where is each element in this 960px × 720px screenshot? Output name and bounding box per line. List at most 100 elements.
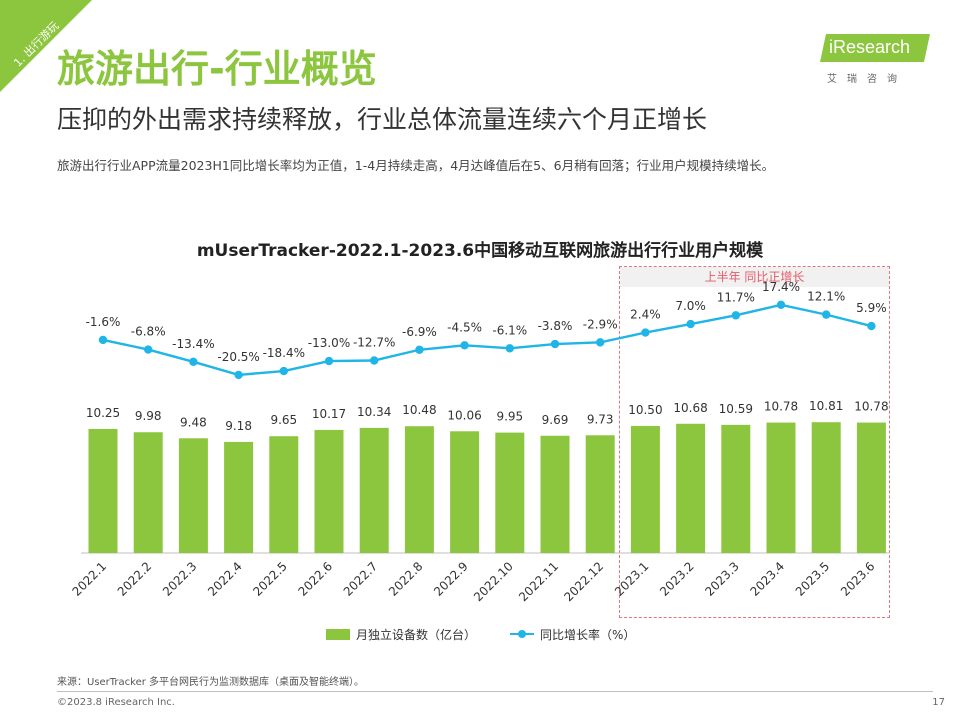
bar-2023.5 xyxy=(811,422,841,553)
summary-text: 旅游出行行业APP流量2023H1同比增长率均为正值，1-4月持续走高，4月达峰… xyxy=(57,158,775,173)
x-tick-label: 2022.3 xyxy=(160,559,200,599)
x-tick-label: 2022.6 xyxy=(296,559,336,599)
growth-point xyxy=(234,370,243,380)
x-tick-label: 2022.2 xyxy=(115,559,155,599)
copyright: ©2023.8 iResearch Inc. xyxy=(57,697,175,708)
page-title: 旅游出行-行业概览 xyxy=(57,47,377,91)
footer-divider xyxy=(57,691,933,692)
growth-label: 2.4% xyxy=(630,308,661,322)
bar-label: 9.98 xyxy=(135,409,162,423)
legend-line-swatch xyxy=(510,630,534,638)
bar-label: 10.59 xyxy=(719,402,753,416)
growth-label: -6.1% xyxy=(492,323,527,337)
bar-label: 10.25 xyxy=(86,406,120,420)
x-tick-label: 2023.5 xyxy=(793,559,833,599)
growth-point xyxy=(822,310,831,319)
bar-label: 9.48 xyxy=(180,415,207,429)
x-tick-label: 2022.5 xyxy=(250,559,290,599)
growth-point xyxy=(370,356,379,365)
growth-label: 7.0% xyxy=(675,299,706,313)
growth-point xyxy=(98,335,108,345)
growth-point xyxy=(867,321,876,331)
x-tick-label: 2023.2 xyxy=(657,559,697,599)
growth-label: -1.6% xyxy=(86,315,121,329)
x-tick-label: 2022.4 xyxy=(205,559,245,599)
growth-point xyxy=(460,341,469,350)
bar-label: 10.17 xyxy=(312,407,346,421)
bar-2022.8 xyxy=(404,426,434,553)
logo-word: iResearch xyxy=(829,37,911,57)
x-tick-label: 2022.8 xyxy=(386,559,426,599)
bar-2023.1 xyxy=(630,425,660,553)
bar-label: 10.81 xyxy=(809,399,843,413)
x-tick-label: 2022.1 xyxy=(70,559,110,599)
growth-point xyxy=(641,328,650,337)
growth-label: -18.4% xyxy=(263,346,305,360)
growth-point xyxy=(189,357,198,366)
x-tick-label: 2022.11 xyxy=(516,559,561,604)
bar-label: 10.50 xyxy=(628,403,662,417)
growth-line xyxy=(102,303,872,377)
x-tick-label: 2022.9 xyxy=(431,559,471,599)
bar-label: 9.69 xyxy=(542,413,569,427)
x-tick-label: 2022.12 xyxy=(561,559,606,604)
growth-label: -4.5% xyxy=(447,320,482,334)
x-tick-label: 2023.3 xyxy=(702,559,742,599)
growth-label: 5.9% xyxy=(856,301,887,315)
bar-2023.3 xyxy=(721,424,751,553)
bar-2022.4 xyxy=(224,441,254,553)
bar-label: 10.06 xyxy=(447,408,481,422)
h1-highlight-box xyxy=(619,266,890,618)
page-number: 17 xyxy=(932,697,945,708)
bar-2023.4 xyxy=(766,422,796,553)
growth-label: -12.7% xyxy=(353,335,395,349)
bar-label: 9.73 xyxy=(587,412,614,426)
growth-label: -3.8% xyxy=(538,319,573,333)
growth-point xyxy=(415,345,424,354)
bar-label: 9.18 xyxy=(225,419,252,433)
growth-label: -13.0% xyxy=(308,336,350,350)
bar-2022.1 xyxy=(88,428,118,553)
growth-point xyxy=(279,366,288,376)
x-tick-label: 2023.6 xyxy=(838,559,878,599)
growth-label: 17.4% xyxy=(762,280,800,294)
growth-point xyxy=(550,339,560,349)
x-tick-label: 2022.7 xyxy=(341,559,381,599)
growth-label: -20.5% xyxy=(217,350,259,364)
bar-2022.3 xyxy=(178,438,208,553)
h1-annotation: 上半年 同比正增长 xyxy=(620,267,889,287)
bar-2022.11 xyxy=(540,435,570,553)
bar-2022.2 xyxy=(133,432,163,553)
x-tick-label: 2022.10 xyxy=(471,559,516,604)
growth-point xyxy=(505,344,514,353)
bar-label: 10.78 xyxy=(764,400,798,414)
growth-point xyxy=(144,345,153,354)
growth-label: -2.9% xyxy=(583,317,618,331)
growth-label: -13.4% xyxy=(172,337,214,351)
growth-label: 12.1% xyxy=(807,290,845,304)
bar-2022.6 xyxy=(314,429,344,553)
growth-point xyxy=(324,356,334,366)
bar-2023.6 xyxy=(856,422,886,553)
legend-bar-swatch xyxy=(326,628,350,640)
legend-line: 同比增长率（%） xyxy=(510,626,635,642)
bar-label: 10.34 xyxy=(357,405,391,419)
x-tick-label: 2023.4 xyxy=(748,559,788,599)
chart-title: mUserTracker-2022.1-2023.6中国移动互联网旅游出行行业用… xyxy=(196,241,764,261)
growth-point xyxy=(596,338,605,347)
growth-point xyxy=(776,300,786,310)
bar-2023.2 xyxy=(676,423,706,553)
bar-label: 9.65 xyxy=(270,413,297,427)
growth-label: 11.7% xyxy=(717,290,755,304)
source-note: 来源：UserTracker 多平台网民行为监测数据库（桌面及智能终端）。 xyxy=(57,677,365,688)
bar-label: 10.68 xyxy=(673,401,707,415)
bar-label: 10.78 xyxy=(854,400,888,414)
bar-2022.9 xyxy=(450,431,480,553)
bar-2022.5 xyxy=(269,436,299,553)
growth-label: -6.8% xyxy=(131,325,166,339)
legend-line-label: 同比增长率（%） xyxy=(540,627,636,642)
growth-point xyxy=(731,311,740,320)
bar-label: 10.48 xyxy=(402,403,436,417)
x-tick-label: 2023.1 xyxy=(612,559,652,599)
